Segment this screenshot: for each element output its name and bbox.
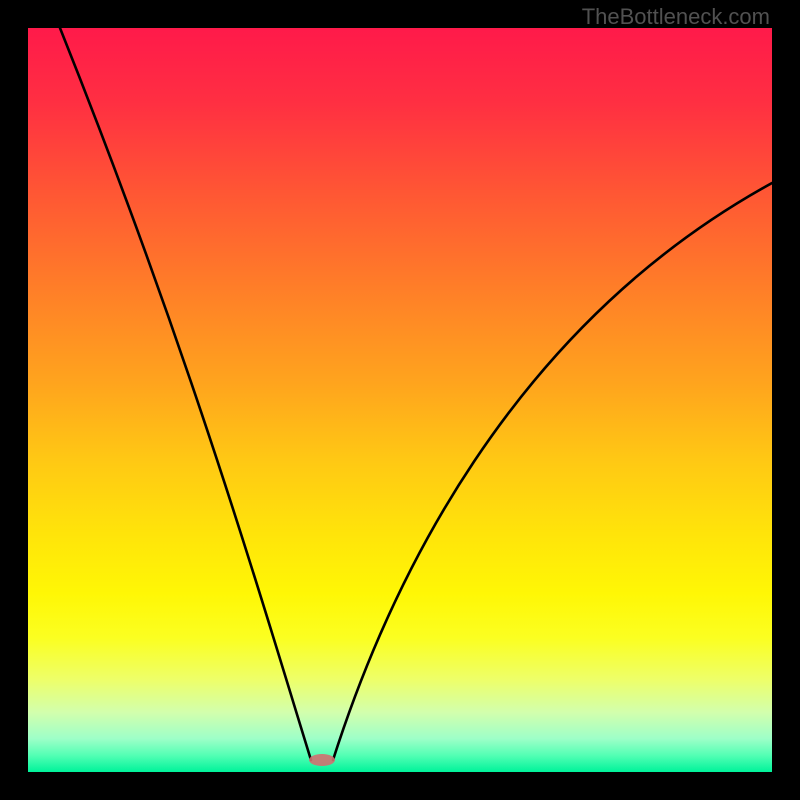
minimum-marker [309,754,335,766]
bottleneck-curve-left [60,28,311,760]
frame-left [0,0,28,800]
frame-bottom [0,772,800,800]
bottleneck-curve-right [333,183,772,760]
curve-layer [28,28,772,772]
watermark-text: TheBottleneck.com [582,4,770,30]
frame-right [772,0,800,800]
plot-area [28,28,772,772]
